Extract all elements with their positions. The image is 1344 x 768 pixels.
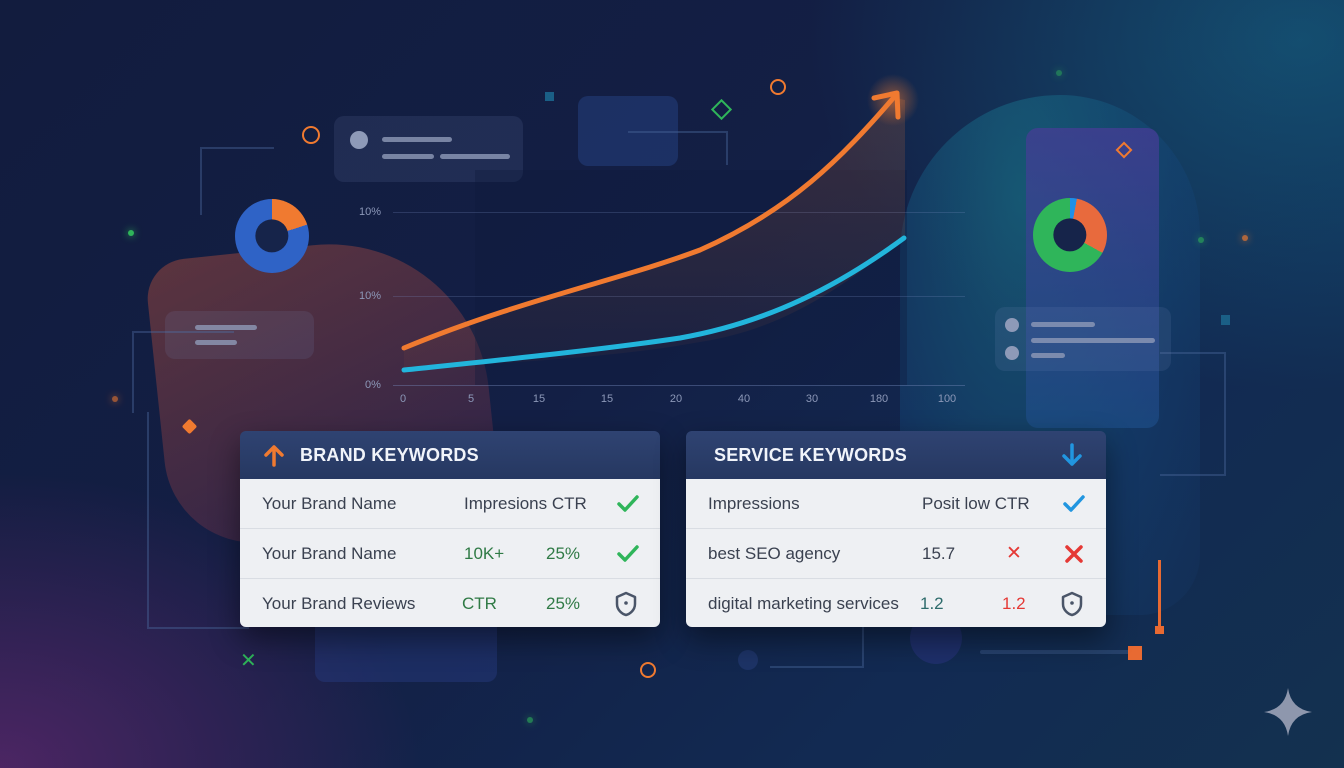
- donut-chart-right: [1033, 198, 1107, 272]
- info-panel-left: [165, 311, 314, 359]
- donut-chart-left: [235, 199, 309, 273]
- frame-line: [147, 412, 249, 629]
- x-tick-label: 40: [737, 393, 751, 405]
- x-axis: [393, 385, 965, 386]
- metric-cell: Impresions CTR: [464, 493, 587, 513]
- keyword-cell: best SEO agency: [708, 543, 841, 563]
- y-tick-label: 10%: [359, 290, 382, 302]
- x-tick-label: 15: [600, 393, 614, 405]
- frame-line: [628, 131, 728, 165]
- info-panel-right: [995, 307, 1171, 371]
- sparkle-icon: [1264, 688, 1312, 736]
- clock-icon: [1005, 318, 1019, 332]
- square-icon: [545, 92, 554, 101]
- keyword-cell: Impressions: [708, 493, 800, 513]
- x-tick-label: 100: [937, 393, 957, 405]
- blue-trend-line: [401, 235, 907, 373]
- square-icon: [1128, 646, 1142, 660]
- arrow-head-icon: [871, 90, 901, 120]
- table-row[interactable]: Your Brand Name Impresions CTR: [240, 479, 660, 529]
- y-tick-label: 0%: [365, 379, 381, 391]
- check-icon: [1060, 490, 1088, 518]
- position-cell: 15.7: [922, 543, 956, 563]
- keyword-cell: Your Brand Reviews: [262, 593, 416, 613]
- x-tick-label: 15: [532, 393, 546, 405]
- card-header: SERVICE KEYWORDS: [686, 431, 1106, 479]
- y-tick-label: 10%: [359, 206, 382, 218]
- x-tick-label: 180: [869, 393, 889, 405]
- brand-keywords-card: BRAND KEYWORDS Your Brand Name Impresion…: [240, 431, 660, 627]
- card-title: SERVICE KEYWORDS: [714, 444, 907, 465]
- frame-line: [770, 610, 864, 668]
- orange-trend-line: [401, 93, 898, 351]
- frame-line: [200, 147, 274, 215]
- circle-icon: [640, 662, 656, 678]
- x-tick-label: 5: [467, 393, 475, 405]
- x-tick-label: 30: [805, 393, 819, 405]
- side-panel: [1026, 128, 1159, 428]
- gridline: [393, 212, 965, 213]
- cross-icon: ✕: [1006, 543, 1022, 564]
- ctr-cell: 25%: [546, 593, 581, 613]
- clock-icon: [1005, 346, 1019, 360]
- connector-line: [980, 650, 1130, 654]
- position-cell: 1.2: [920, 593, 944, 613]
- square-icon: [1221, 315, 1230, 325]
- shield-icon: [1058, 590, 1086, 618]
- card-header: BRAND KEYWORDS: [240, 431, 660, 479]
- impressions-cell: 10K+: [464, 543, 505, 563]
- circle-icon: [302, 126, 320, 144]
- ctr-cell: 1.2: [1002, 593, 1026, 613]
- glow-dot: [1198, 237, 1204, 243]
- ctr-cell: 25%: [546, 543, 581, 563]
- cross-icon: ✕: [240, 650, 257, 672]
- metric-cell: Posit low CTR: [922, 493, 1030, 513]
- glow-dot: [1242, 235, 1248, 241]
- keyword-cell: Your Brand Name: [262, 543, 397, 563]
- info-panel-top: [334, 116, 523, 182]
- glow-dot: [527, 717, 533, 723]
- glow-dot: [112, 396, 118, 402]
- table-row[interactable]: digital marketing services 1.2 1.2: [686, 579, 1106, 627]
- marker-end: [1155, 626, 1164, 634]
- arrow-down-icon: [1062, 443, 1082, 466]
- marker-line: [1158, 560, 1161, 632]
- table-row[interactable]: Impressions Posit low CTR: [686, 479, 1106, 529]
- keyword-cell: digital marketing services: [708, 593, 899, 613]
- service-keywords-card: SERVICE KEYWORDS Impressions Posit low C…: [686, 431, 1106, 627]
- table-row[interactable]: Your Brand Name 10K+ 25%: [240, 529, 660, 579]
- table-row[interactable]: best SEO agency 15.7 ✕: [686, 529, 1106, 579]
- table-row[interactable]: Your Brand Reviews CTR 25%: [240, 579, 660, 627]
- shield-icon: [612, 590, 640, 618]
- check-icon: [614, 490, 642, 518]
- frame-line: [1160, 352, 1226, 476]
- glow-dot: [128, 230, 134, 236]
- metric-cell: CTR: [462, 593, 497, 613]
- x-tick-label: 20: [669, 393, 683, 405]
- background-tile: [578, 96, 678, 166]
- card-title: BRAND KEYWORDS: [300, 444, 479, 465]
- arrow-up-icon: [264, 445, 284, 467]
- frame-line: [132, 331, 234, 413]
- circle-node: [738, 650, 758, 670]
- user-icon: [350, 131, 368, 149]
- circle-icon: [770, 79, 786, 95]
- check-icon: [614, 540, 642, 568]
- glow-dot: [1056, 70, 1062, 76]
- x-tick-label: 0: [399, 393, 407, 405]
- cross-icon: [1060, 540, 1088, 568]
- keyword-cell: Your Brand Name: [262, 493, 397, 513]
